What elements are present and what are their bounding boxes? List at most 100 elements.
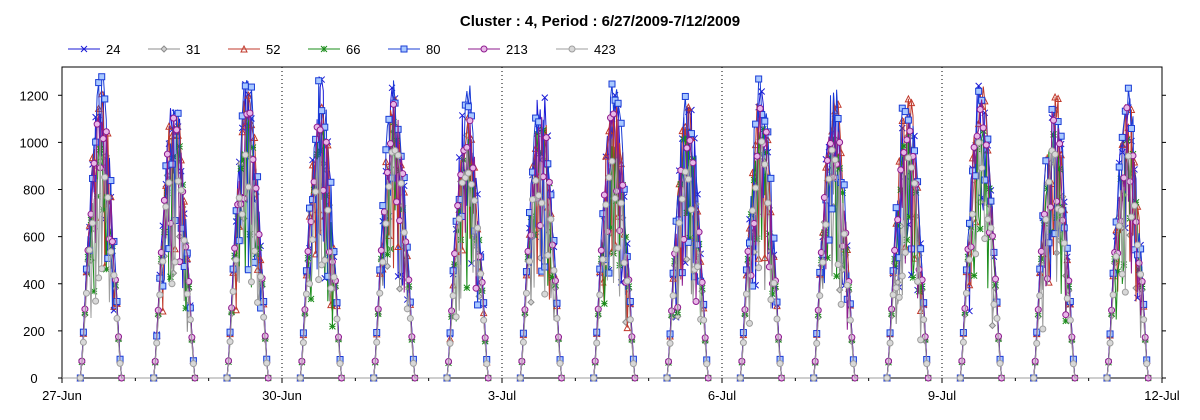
- data-point: [849, 360, 857, 368]
- data-point: [1051, 92, 1059, 101]
- data-point: [986, 185, 993, 192]
- data-point: [988, 321, 997, 330]
- data-point: [746, 239, 753, 247]
- data-point: [104, 194, 112, 202]
- data-point: [406, 314, 414, 322]
- data-point: [904, 116, 912, 124]
- data-point: [911, 179, 918, 187]
- data-point: [684, 102, 693, 111]
- data-point: [613, 187, 621, 195]
- data-point: [526, 257, 533, 265]
- data-point: [991, 275, 999, 283]
- data-point: [620, 259, 628, 267]
- data-point: [383, 168, 391, 176]
- data-point: [1044, 184, 1051, 192]
- data-point: [975, 139, 983, 147]
- data-point: [231, 244, 239, 252]
- data-point: [234, 212, 242, 220]
- data-point: [824, 254, 831, 262]
- data-point: [455, 154, 463, 161]
- data-point: [113, 314, 121, 322]
- data-point: [1143, 360, 1151, 368]
- data-point: [474, 301, 482, 309]
- data-point: [80, 45, 88, 53]
- data-point: [966, 219, 973, 227]
- data-point: [472, 284, 480, 292]
- data-point: [981, 235, 989, 243]
- data-point: [95, 79, 103, 87]
- y-tick-label: 1000: [20, 135, 49, 150]
- data-point: [238, 210, 246, 218]
- data-point: [593, 339, 601, 347]
- data-point: [770, 234, 778, 242]
- data-point: [1056, 165, 1063, 173]
- data-point: [107, 177, 115, 185]
- data-point: [568, 45, 576, 53]
- data-point: [915, 287, 923, 295]
- data-point: [246, 230, 254, 238]
- data-point: [619, 181, 627, 189]
- data-point: [307, 218, 315, 226]
- data-point: [322, 138, 330, 146]
- data-point: [455, 195, 463, 203]
- data-point: [240, 44, 248, 53]
- data-point: [244, 183, 252, 191]
- data-point: [333, 315, 341, 323]
- data-point: [900, 148, 908, 156]
- data-point: [536, 222, 544, 230]
- data-point: [813, 339, 821, 347]
- data-point: [325, 248, 333, 256]
- data-point: [405, 276, 413, 284]
- data-point: [833, 272, 840, 280]
- data-point: [907, 98, 916, 107]
- data-point: [170, 114, 178, 122]
- data-point: [315, 77, 323, 85]
- data-point: [186, 316, 194, 324]
- legend: 24 31 52 66 80 213 423: [68, 42, 616, 57]
- data-point: [680, 235, 688, 243]
- legend-item-423: 423: [556, 42, 616, 57]
- data-point: [1036, 292, 1044, 300]
- data-point: [610, 110, 618, 118]
- data-point: [382, 146, 390, 154]
- data-point: [160, 196, 168, 204]
- data-point: [770, 279, 778, 287]
- data-point: [903, 236, 911, 244]
- data-point: [602, 151, 610, 160]
- data-point: [464, 169, 472, 177]
- data-point: [110, 271, 118, 279]
- data-point: [519, 338, 527, 346]
- data-point: [892, 284, 900, 292]
- data-point: [474, 224, 482, 232]
- data-point: [162, 203, 170, 211]
- data-point: [545, 178, 553, 186]
- data-point: [599, 210, 607, 218]
- data-point: [826, 140, 834, 148]
- data-point: [379, 258, 387, 266]
- x-tick-label: 6-Jul: [708, 388, 736, 403]
- data-point: [1060, 239, 1068, 247]
- data-point: [897, 166, 905, 174]
- data-point: [321, 256, 329, 264]
- data-point: [260, 313, 268, 321]
- data-point: [252, 184, 260, 192]
- data-point: [101, 95, 109, 103]
- data-point: [987, 224, 995, 232]
- data-point: [891, 246, 899, 254]
- data-point: [827, 154, 834, 162]
- series-line: [62, 99, 1162, 379]
- data-point: [608, 80, 616, 88]
- data-point: [102, 128, 110, 136]
- data-point: [373, 338, 381, 346]
- data-point: [189, 360, 197, 368]
- data-point: [1112, 253, 1120, 261]
- data-point: [1036, 265, 1044, 273]
- data-point: [402, 238, 410, 246]
- legend-label: 80: [426, 42, 440, 57]
- data-point: [409, 359, 417, 367]
- data-point: [383, 262, 392, 270]
- data-point: [703, 360, 711, 368]
- x-tick-label: 3-Jul: [488, 388, 516, 403]
- data-point: [675, 219, 683, 227]
- data-point: [970, 272, 978, 279]
